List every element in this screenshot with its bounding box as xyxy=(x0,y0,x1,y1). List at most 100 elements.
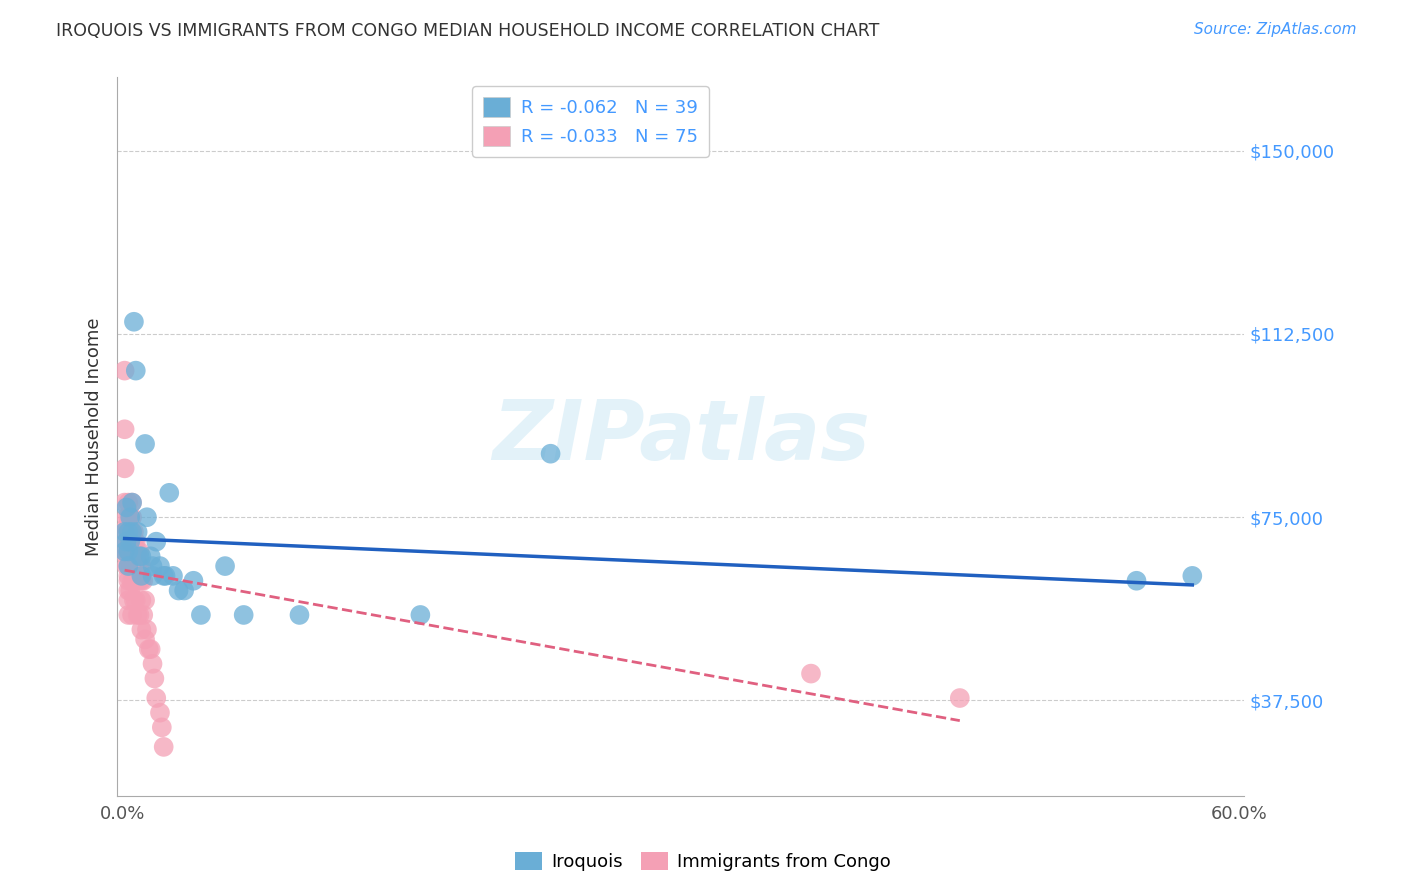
Point xyxy=(134,632,156,647)
Point xyxy=(139,642,162,657)
Point xyxy=(127,607,149,622)
Point xyxy=(183,574,205,588)
Point xyxy=(141,559,163,574)
Point xyxy=(800,666,823,681)
Point xyxy=(125,574,148,588)
Point xyxy=(121,559,143,574)
Point xyxy=(115,500,138,515)
Point xyxy=(149,559,172,574)
Point xyxy=(173,583,195,598)
Point xyxy=(131,623,153,637)
Point xyxy=(155,569,177,583)
Point xyxy=(117,569,139,583)
Point xyxy=(115,534,138,549)
Point xyxy=(120,559,142,574)
Point xyxy=(117,559,139,574)
Point xyxy=(122,559,145,574)
Point xyxy=(121,495,143,509)
Point xyxy=(141,657,163,671)
Point xyxy=(127,544,149,558)
Point xyxy=(114,524,136,539)
Point xyxy=(141,569,163,583)
Point xyxy=(131,549,153,564)
Y-axis label: Median Household Income: Median Household Income xyxy=(86,318,103,556)
Point xyxy=(117,520,139,534)
Point xyxy=(117,593,139,607)
Point xyxy=(122,524,145,539)
Point xyxy=(134,437,156,451)
Point xyxy=(120,510,142,524)
Point xyxy=(117,549,139,564)
Point xyxy=(127,574,149,588)
Point xyxy=(121,574,143,588)
Point xyxy=(288,607,311,622)
Point xyxy=(128,607,150,622)
Point xyxy=(115,544,138,558)
Point xyxy=(121,524,143,539)
Text: IROQUOIS VS IMMIGRANTS FROM CONGO MEDIAN HOUSEHOLD INCOME CORRELATION CHART: IROQUOIS VS IMMIGRANTS FROM CONGO MEDIAN… xyxy=(56,22,880,40)
Point xyxy=(114,364,136,378)
Point xyxy=(120,534,142,549)
Point xyxy=(125,534,148,549)
Point xyxy=(162,569,184,583)
Point xyxy=(122,574,145,588)
Legend: Iroquois, Immigrants from Congo: Iroquois, Immigrants from Congo xyxy=(508,845,898,879)
Point xyxy=(122,549,145,564)
Legend: R = -0.062   N = 39, R = -0.033   N = 75: R = -0.062 N = 39, R = -0.033 N = 75 xyxy=(472,87,709,157)
Point xyxy=(128,544,150,558)
Point xyxy=(139,549,162,564)
Point xyxy=(115,534,138,549)
Point xyxy=(134,593,156,607)
Point xyxy=(157,485,180,500)
Point xyxy=(143,672,166,686)
Point xyxy=(115,524,138,539)
Point xyxy=(115,549,138,564)
Point xyxy=(149,706,172,720)
Point xyxy=(122,315,145,329)
Point xyxy=(121,544,143,558)
Point xyxy=(949,691,972,706)
Point xyxy=(120,544,142,558)
Point xyxy=(131,569,153,583)
Point xyxy=(114,461,136,475)
Point xyxy=(152,739,174,754)
Point xyxy=(145,534,167,549)
Point xyxy=(120,510,142,524)
Point xyxy=(120,524,142,539)
Point xyxy=(131,559,153,574)
Point xyxy=(120,583,142,598)
Point xyxy=(121,534,143,549)
Point xyxy=(122,593,145,607)
Point xyxy=(136,510,159,524)
Point xyxy=(115,510,138,524)
Point xyxy=(117,544,139,558)
Point xyxy=(136,623,159,637)
Point xyxy=(117,559,139,574)
Point xyxy=(117,495,139,509)
Point xyxy=(128,549,150,564)
Point xyxy=(117,583,139,598)
Point xyxy=(131,574,153,588)
Point xyxy=(540,447,562,461)
Text: ZIPatlas: ZIPatlas xyxy=(492,396,870,477)
Point xyxy=(117,510,139,524)
Point xyxy=(117,534,139,549)
Point xyxy=(132,607,155,622)
Point xyxy=(121,495,143,509)
Point xyxy=(1125,574,1147,588)
Point xyxy=(117,524,139,539)
Point xyxy=(115,559,138,574)
Point xyxy=(114,422,136,436)
Point xyxy=(409,607,432,622)
Text: Source: ZipAtlas.com: Source: ZipAtlas.com xyxy=(1194,22,1357,37)
Point xyxy=(232,607,254,622)
Point xyxy=(117,544,139,558)
Point xyxy=(128,574,150,588)
Point xyxy=(190,607,212,622)
Point xyxy=(121,510,143,524)
Point xyxy=(127,559,149,574)
Point xyxy=(145,691,167,706)
Point xyxy=(125,593,148,607)
Point xyxy=(117,574,139,588)
Point xyxy=(138,642,160,657)
